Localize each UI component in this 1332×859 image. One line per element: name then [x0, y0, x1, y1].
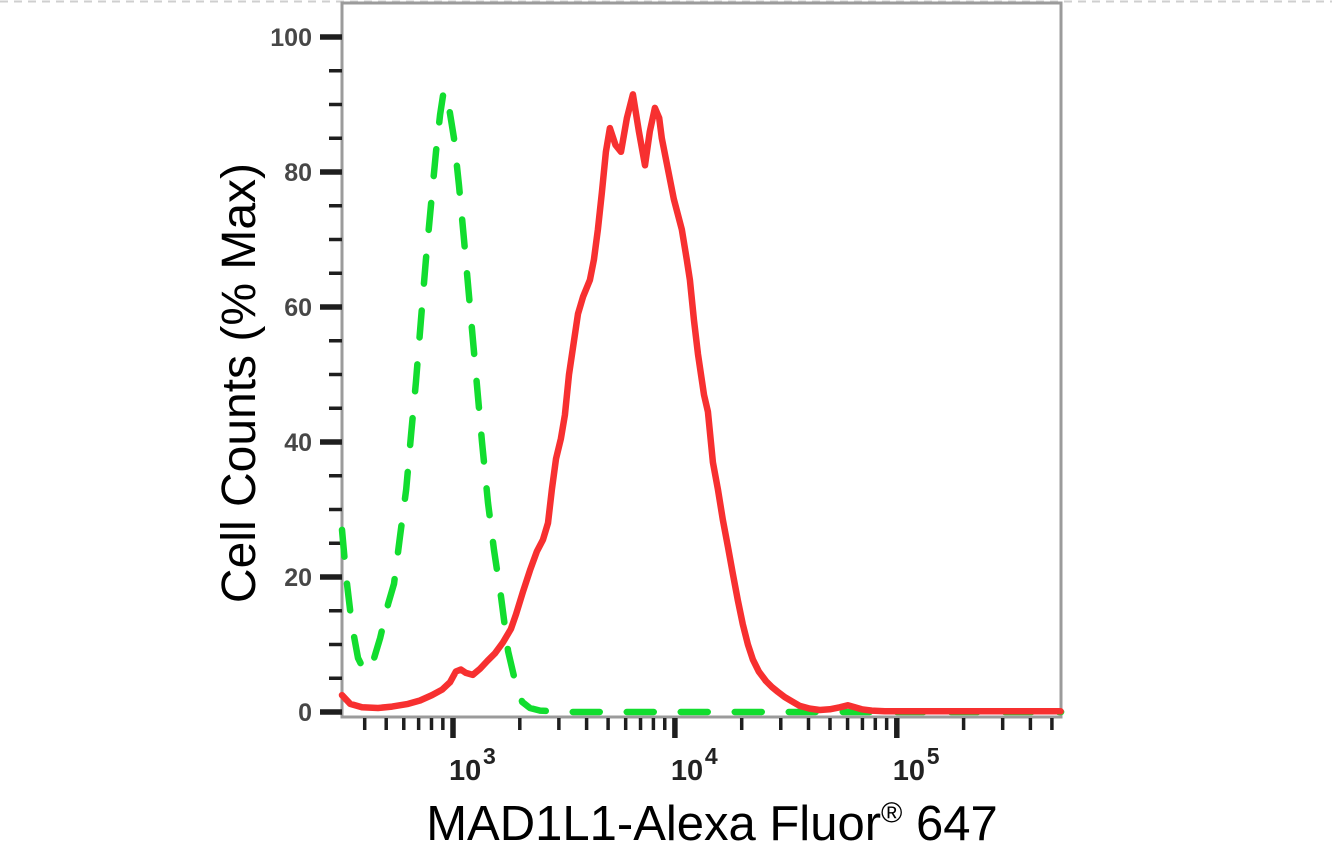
x-tick-label-exponent: 5	[927, 743, 940, 769]
x-axis-title: MAD1L1-Alexa Fluor® 647	[342, 795, 1082, 855]
y-tick-label: 40	[284, 429, 312, 457]
x-tick-label-exponent: 4	[705, 743, 718, 769]
x-axis-title-main: MAD1L1-Alexa Fluor	[426, 797, 882, 851]
series-control-dashed	[338, 87, 1065, 716]
x-tick-label-base: 10	[449, 755, 481, 787]
plot-border	[340, 1, 1063, 719]
y-axis-title: Cell Counts (% Max)	[211, 131, 269, 635]
registered-trademark-symbol: ®	[881, 797, 903, 830]
y-tick-label: 20	[284, 564, 312, 592]
y-axis-title-text: Cell Counts (% Max)	[213, 162, 266, 604]
x-tick-label-exponent: 3	[483, 743, 496, 769]
y-tick-label: 100	[270, 24, 312, 52]
y-tick-label: 0	[298, 699, 312, 727]
series-sample-solid	[338, 91, 1064, 715]
x-tick-label-base: 10	[671, 755, 703, 787]
x-axis-title-suffix: 647	[902, 797, 998, 851]
y-tick-label: 80	[284, 159, 312, 187]
x-tick-label-base: 10	[893, 755, 925, 787]
y-tick-label: 60	[284, 294, 312, 322]
